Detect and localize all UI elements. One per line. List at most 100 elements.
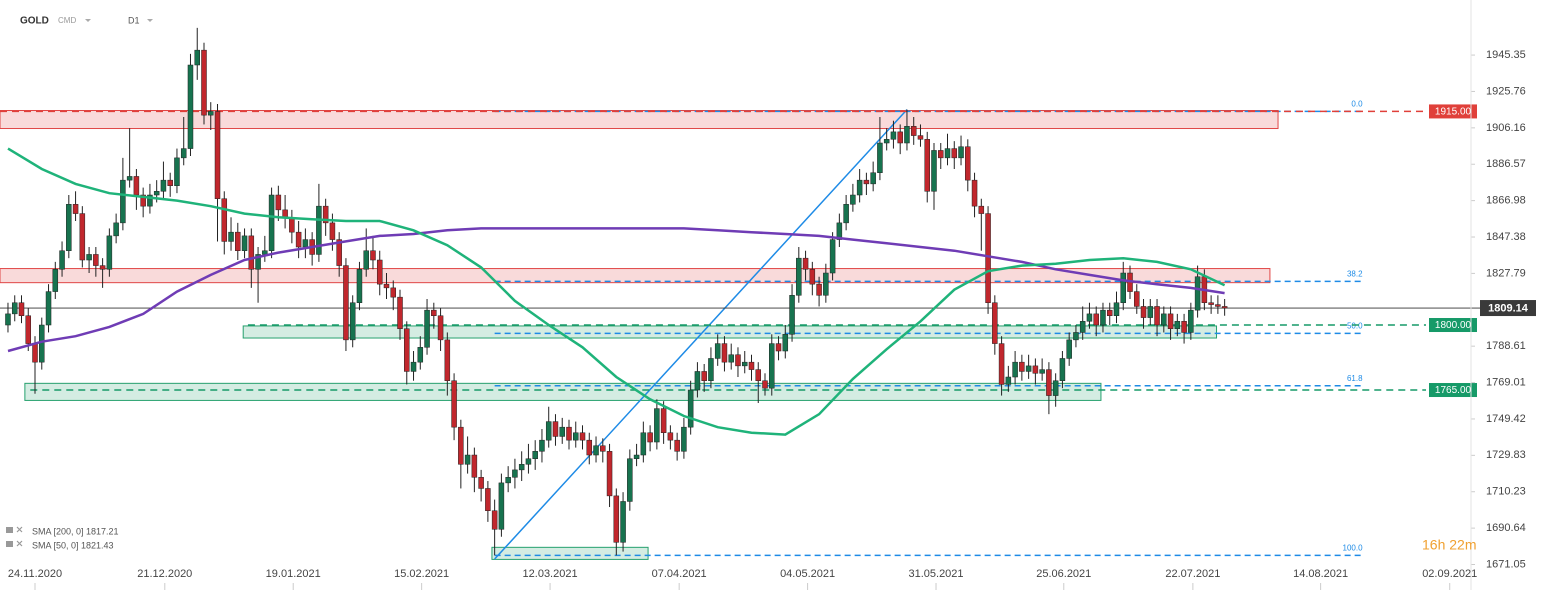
candle-body [613,495,620,543]
countdown-timer: 16h 22m [1422,537,1476,553]
x-tick-label: 25.06.2021 [1036,568,1091,580]
candle-body [627,458,633,502]
candle-body [660,408,667,433]
candle-body [1039,369,1045,374]
candle-body [1215,304,1221,307]
candle-body [1019,361,1025,372]
candle-body [518,464,525,471]
candle-body [829,239,836,274]
candle-body [1073,332,1079,341]
candle-body [762,380,768,389]
y-tick-label: 1729.83 [1486,449,1526,461]
candle-body [471,454,478,478]
y-tick-label: 1847.38 [1486,231,1526,243]
dropdown-caret[interactable] [85,19,91,22]
candle-body [965,146,971,181]
candle-body [667,432,674,441]
candle-body [390,287,397,298]
candle-body [1032,365,1039,374]
candle-body [863,179,870,185]
y-tick-label: 1906.16 [1486,122,1526,134]
candle-body [1059,358,1066,381]
candle-body [289,217,295,233]
candle-body [971,179,978,207]
fib-label: 38.2 [1347,269,1363,278]
candle-body [11,302,18,315]
fib-label: 50.0 [1347,321,1363,330]
price-level-label: 1915.00 [1435,107,1472,118]
candle-body [153,191,160,196]
candle-body [525,458,532,465]
candle-body [755,369,762,381]
y-tick-label: 1788.61 [1486,340,1526,352]
candle-body [559,426,565,437]
candle-body [1100,309,1106,326]
candle-body [235,231,241,251]
y-tick-label: 1710.23 [1486,486,1526,498]
candle-body [498,482,505,530]
candle-body [451,380,457,428]
candle-body [410,361,417,372]
candle-body [843,204,849,224]
candle-body [187,64,194,149]
timeframe[interactable]: D1 [128,15,140,25]
candle-body [201,49,207,116]
candle-body [343,265,349,341]
candle-body [600,445,606,452]
y-tick-label: 1925.76 [1486,85,1526,97]
candle-body [701,371,707,381]
candle-body [248,235,255,270]
legend-entry: SMA [50, 0] 1821.43 [32,540,114,550]
candle-body [741,361,748,367]
candle-body [640,432,647,456]
dropdown-caret[interactable] [147,19,153,22]
candle-body [789,295,795,335]
candle-body [322,205,329,224]
x-tick-label: 15.02.2021 [394,568,449,580]
candle-body [180,148,187,159]
candle-body [1161,313,1167,326]
candle-body [633,454,640,459]
candle-body [491,510,498,530]
x-tick-label: 21.12.2020 [137,568,192,580]
candle-body [349,302,356,341]
trend-line [494,109,908,560]
legend-entry: SMA [200, 0] 1817.21 [32,526,119,536]
candle-body [1052,380,1059,396]
candle-body [1134,291,1140,307]
candle-body [917,135,924,140]
candle-body [113,222,119,237]
candle-body [25,315,32,344]
candle-body [809,269,816,285]
candle-body [99,265,106,270]
candle-body [478,477,484,489]
symbol[interactable]: GOLD [20,16,49,27]
candle-body [951,148,958,159]
candle-body [944,148,951,159]
candle-body [586,439,593,456]
candle-body [282,209,288,218]
candle-body [769,343,775,389]
zone [491,546,649,560]
y-tick-label: 1749.42 [1486,413,1526,425]
candle-body [890,131,897,140]
candle-body [958,146,964,159]
price-level-label: 1800.00 [1435,320,1472,331]
source[interactable]: CMD [58,16,76,25]
candle-body [505,477,511,484]
current-price-label: 1809.14 [1488,302,1529,314]
candle-body [174,157,180,186]
zone [242,325,1218,339]
fib-label: 61.8 [1347,374,1363,383]
candle-body [437,315,444,341]
candle-body [883,139,890,144]
candle-body [106,235,113,270]
candle-body [458,426,464,465]
candle-body [654,408,660,443]
candle-body [464,454,471,465]
candle-body [1079,321,1086,333]
candle-body [512,469,518,478]
candle-body [924,139,930,192]
x-tick-label: 04.05.2021 [780,568,835,580]
candle-body [552,421,559,437]
